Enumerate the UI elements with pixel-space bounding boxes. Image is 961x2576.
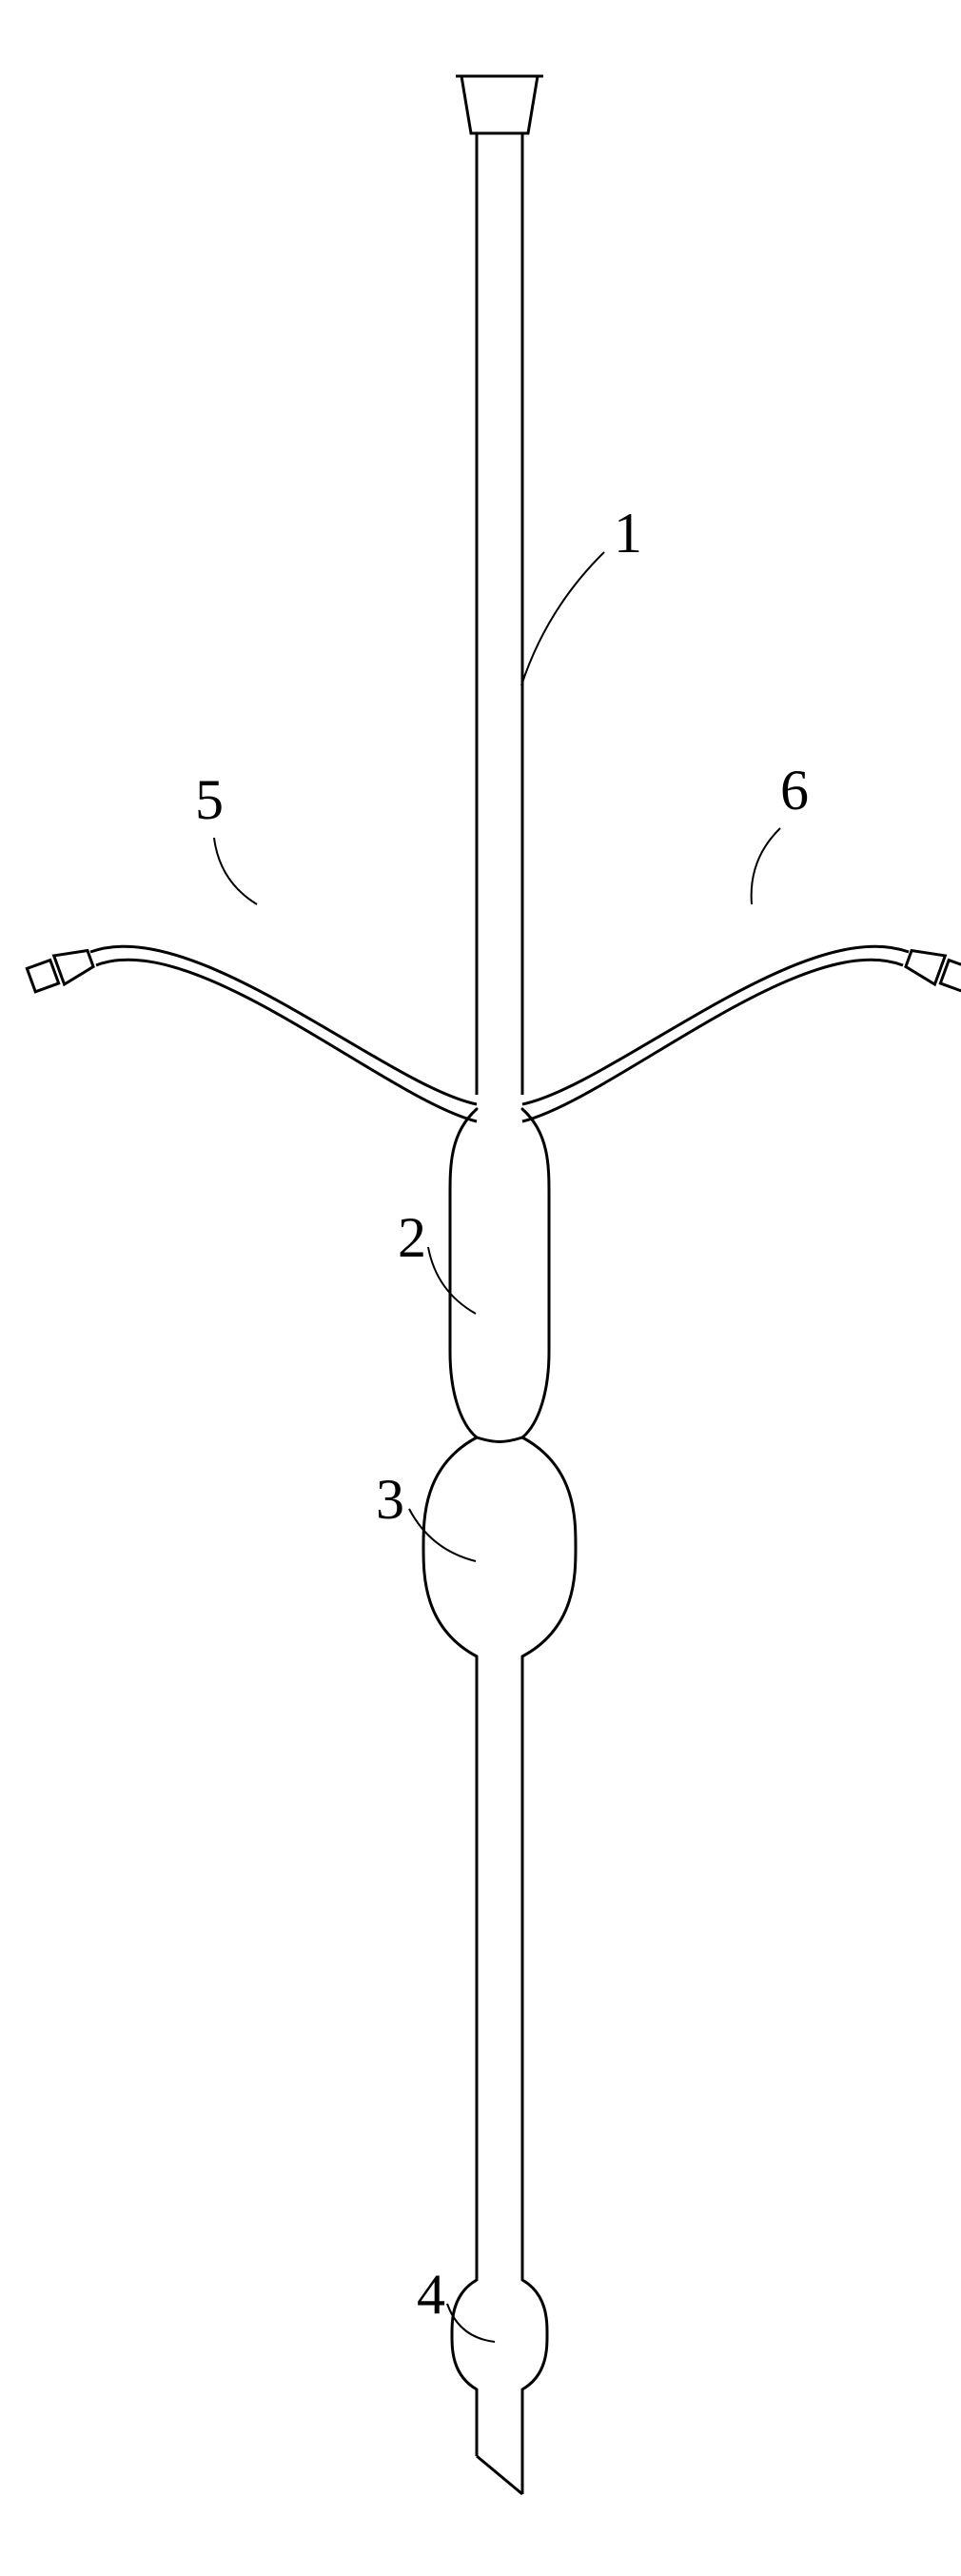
leader-line-2 (428, 1247, 476, 1314)
callout-label-1: 1 (614, 502, 642, 565)
callout-label-5: 5 (195, 768, 224, 831)
balloon-distal (452, 2280, 547, 2389)
main-tube-lower (477, 1656, 522, 2280)
callout-label-3: 3 (376, 1468, 404, 1531)
leader-line-6 (752, 828, 780, 904)
callout-label-4: 4 (417, 2263, 445, 2326)
proximal-hub (456, 76, 543, 162)
main-tube-upper (477, 162, 522, 1095)
balloon-middle (423, 1437, 576, 1656)
left-branch (27, 946, 477, 1121)
leader-line-3 (409, 1509, 476, 1561)
callout-label-2: 2 (398, 1206, 426, 1269)
right-branch (522, 946, 961, 1121)
balloon-upper (450, 1109, 549, 1437)
distal-tip (477, 2389, 522, 2494)
callout-label-6: 6 (780, 759, 809, 822)
leader-line-5 (214, 838, 257, 904)
leader-line-1 (521, 552, 604, 685)
